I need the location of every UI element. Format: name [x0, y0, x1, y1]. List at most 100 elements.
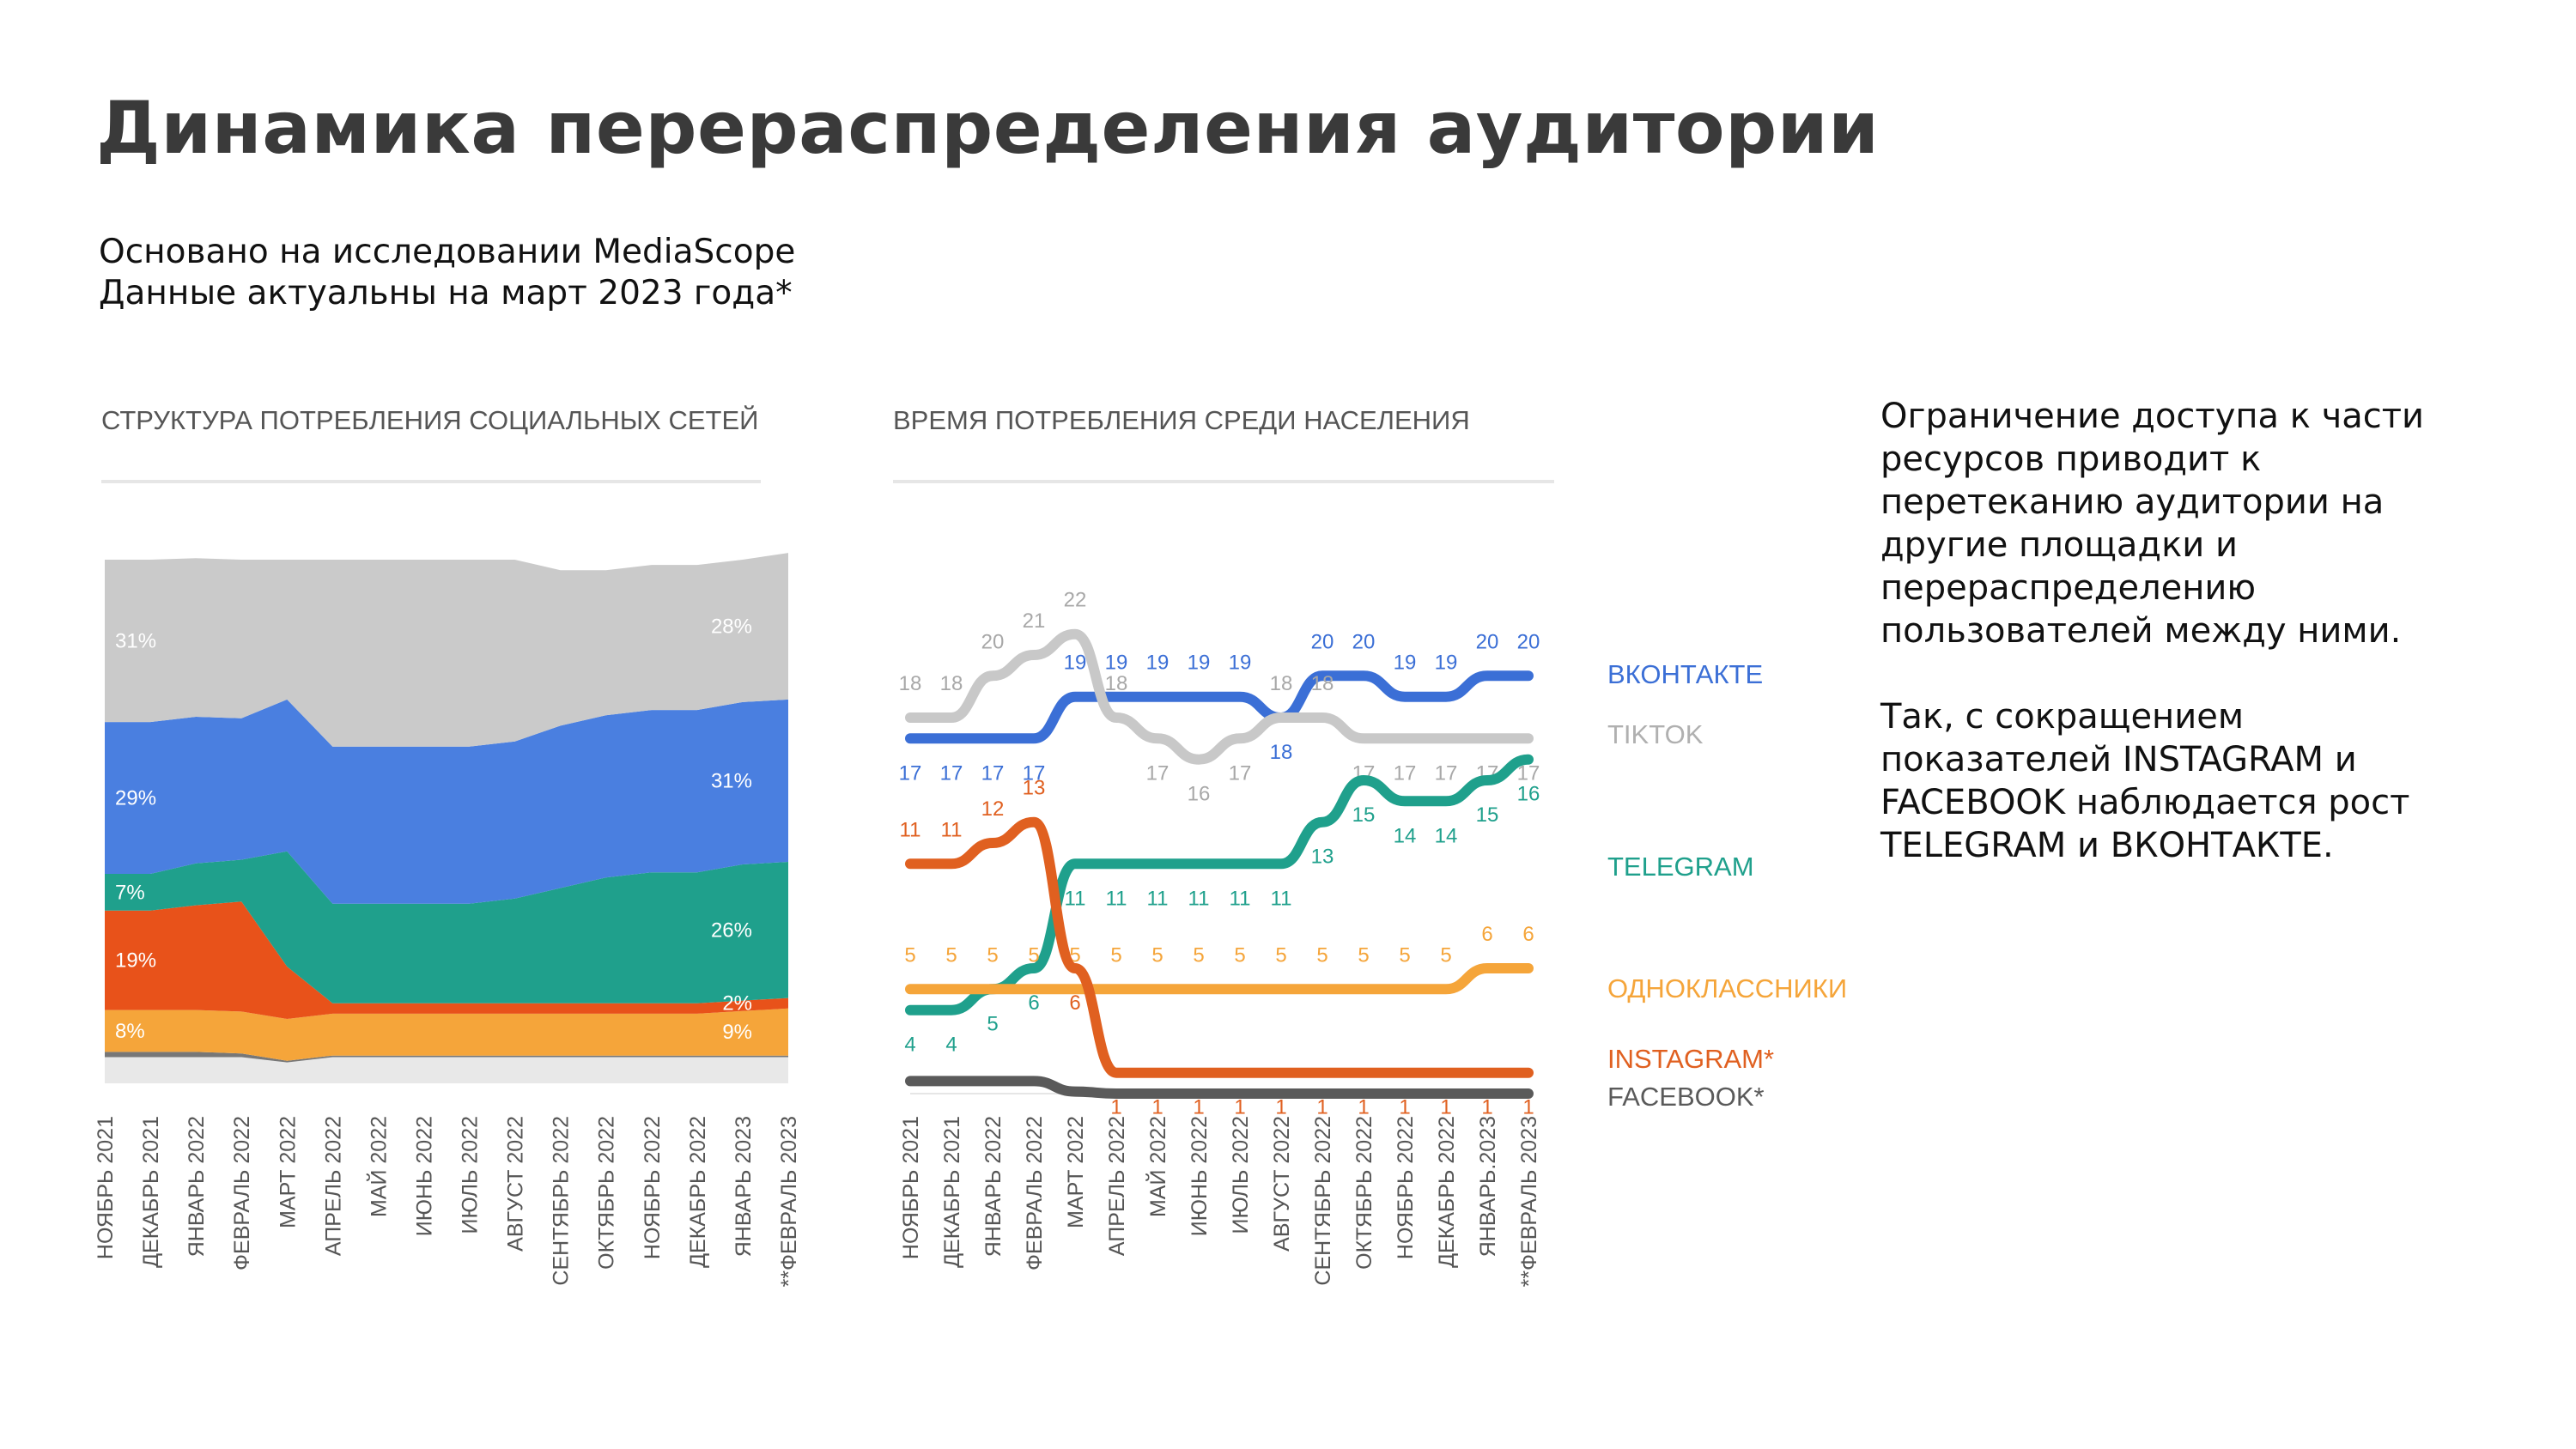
dlabel-вконтакте-12: 19 [1394, 652, 1417, 675]
dlabel-telegram-3: 6 [1028, 991, 1039, 1015]
area-xtick-1: ДЕКАБРЬ 2021 [139, 1116, 163, 1268]
area-other [105, 1057, 788, 1083]
area-xtick-6: МАЙ 2022 [365, 1116, 391, 1217]
line-xtick-7: ИЮНЬ 2022 [1188, 1116, 1212, 1236]
legend-instagram: INSTAGRAM* [1607, 1044, 1774, 1074]
area-label-odnoklassniki-start: 8% [115, 1020, 145, 1043]
area-xtick-5: АПРЕЛЬ 2022 [321, 1116, 345, 1256]
dlabel-вконтакте-8: 19 [1229, 652, 1252, 675]
dlabel-tiktok-5: 18 [1105, 672, 1128, 695]
area-xtick-4: МАРТ 2022 [276, 1116, 300, 1228]
dlabel-instagram-5: 1 [1110, 1096, 1121, 1119]
dlabel-вконтакте-4: 19 [1064, 652, 1087, 675]
dlabel-tiktok-0: 18 [899, 672, 922, 695]
area-facebook [105, 1052, 788, 1063]
dlabel-telegram-14: 15 [1476, 803, 1499, 827]
subtitle-source: Основано на исследовании MediaScope [99, 233, 796, 271]
dlabel-одноклассники-13: 5 [1440, 943, 1451, 967]
commentary-paragraph-1: Ограничение доступа к части ресурсов при… [1880, 397, 2425, 651]
dlabel-instagram-4: 6 [1069, 991, 1080, 1015]
dlabel-instagram-7: 1 [1193, 1096, 1204, 1119]
dlabel-instagram-8: 1 [1234, 1096, 1245, 1119]
area-label-odnoklassniki-end: 9% [722, 1021, 752, 1044]
dlabel-telegram-13: 14 [1435, 824, 1458, 847]
dlabel-вконтакте-2: 17 [981, 761, 1005, 785]
dlabel-tiktok-4: 22 [1064, 589, 1087, 612]
dlabel-одноклассники-2: 5 [987, 943, 998, 967]
dlabel-telegram-2: 5 [987, 1012, 998, 1035]
line-xtick-3: ФЕВРАЛЬ 2022 [1023, 1116, 1047, 1270]
line-вконтакте [905, 670, 1534, 744]
dlabel-telegram-6: 11 [1147, 887, 1169, 910]
dlabel-tiktok-9: 18 [1270, 672, 1293, 695]
dlabel-telegram-12: 14 [1394, 824, 1417, 847]
line-xtick-1: ДЕКАБРЬ 2021 [940, 1116, 964, 1268]
area-label-telegram-end: 26% [711, 919, 752, 942]
area-xtick-15: **ФЕВРАЛЬ 2023 [777, 1116, 801, 1287]
legend-tiktok: TIKTOK [1607, 719, 1704, 749]
dlabel-одноклассники-9: 5 [1275, 943, 1286, 967]
dlabel-instagram-9: 1 [1275, 1096, 1286, 1119]
dlabel-telegram-11: 15 [1352, 803, 1376, 827]
dlabel-вконтакте-11: 20 [1352, 630, 1376, 653]
dlabel-tiktok-3: 21 [1023, 609, 1046, 633]
line-chart-title: ВРЕМЯ ПОТРЕБЛЕНИЯ СРЕДИ НАСЕЛЕНИЯ [893, 405, 1470, 435]
line-xtick-0: НОЯБРЬ 2021 [899, 1116, 923, 1259]
dlabel-вконтакте-9: 18 [1270, 741, 1293, 764]
area-xtick-9: АВГУСТ 2022 [504, 1116, 528, 1252]
legend-вконтакте: ВКОНТАКТЕ [1607, 659, 1763, 689]
legend-одноклассники: ОДНОКЛАССНИКИ [1607, 973, 1847, 1003]
dlabel-instagram-0: 11 [900, 818, 921, 841]
line-xtick-10: СЕНТЯБРЬ 2022 [1311, 1116, 1335, 1286]
area-vkontakte [105, 699, 788, 904]
dlabel-instagram-6: 1 [1151, 1096, 1163, 1119]
area-xtick-13: ДЕКАБРЬ 2022 [686, 1116, 710, 1268]
area-xtick-0: НОЯБРЬ 2021 [94, 1116, 118, 1259]
dlabel-instagram-3: 13 [1023, 777, 1046, 800]
dlabel-одноклассники-8: 5 [1234, 943, 1245, 967]
area-label-instagram-start: 19% [115, 949, 156, 973]
area-telegram [105, 851, 788, 1003]
dlabel-одноклассники-10: 5 [1316, 943, 1327, 967]
area-label-tiktok-end: 28% [711, 615, 752, 638]
area-label-tiktok-start: 31% [115, 630, 156, 653]
dlabel-telegram-7: 11 [1188, 887, 1210, 910]
line-xtick-13: ДЕКАБРЬ 2022 [1435, 1116, 1459, 1268]
dlabel-одноклассники-6: 5 [1151, 943, 1163, 967]
area-label-vkontakte-start: 29% [115, 787, 156, 810]
area-instagram [105, 901, 788, 1019]
dlabel-вконтакте-13: 19 [1435, 652, 1458, 675]
dlabel-tiktok-8: 17 [1229, 761, 1252, 785]
dlabel-одноклассники-12: 5 [1399, 943, 1410, 967]
dlabel-telegram-4: 11 [1065, 887, 1086, 910]
area-odnoklassniki [105, 1008, 788, 1061]
dlabel-одноклассники-3: 5 [1028, 943, 1039, 967]
area-xtick-8: ИЮЛЬ 2022 [459, 1116, 483, 1234]
line-xtick-6: МАЙ 2022 [1145, 1116, 1170, 1217]
page-title: Динамика перераспределения аудитории [96, 86, 1880, 170]
area-xtick-7: ИЮНЬ 2022 [413, 1116, 437, 1236]
dlabel-вконтакте-7: 19 [1188, 652, 1211, 675]
dlabel-instagram-14: 1 [1481, 1096, 1492, 1119]
dlabel-telegram-10: 13 [1311, 846, 1334, 869]
line-xtick-8: ИЮЛЬ 2022 [1229, 1116, 1253, 1234]
area-xtick-14: ЯНВАРЬ 2023 [732, 1116, 756, 1257]
dlabel-instagram-12: 1 [1399, 1096, 1410, 1119]
line-xtick-12: НОЯБРЬ 2022 [1394, 1116, 1418, 1259]
dlabel-instagram-2: 12 [981, 797, 1005, 821]
line-xtick-5: АПРЕЛЬ 2022 [1105, 1116, 1129, 1256]
dlabel-telegram-9: 11 [1271, 887, 1292, 910]
dlabel-tiktok-2: 20 [981, 630, 1005, 653]
line-chart-rule [893, 480, 1554, 483]
dlabel-вконтакте-6: 19 [1146, 652, 1170, 675]
legend-facebook: FACEBOOK* [1607, 1082, 1765, 1112]
side-commentary: Ограничение доступа к части ресурсов при… [1880, 395, 2482, 910]
dlabel-telegram-1: 4 [945, 1034, 957, 1057]
dlabel-instagram-1: 11 [941, 818, 963, 841]
line-facebook [905, 1076, 1534, 1099]
dlabel-tiktok-7: 16 [1188, 783, 1211, 806]
dlabel-instagram-11: 1 [1358, 1096, 1369, 1119]
dlabel-tiktok-10: 18 [1311, 672, 1334, 695]
